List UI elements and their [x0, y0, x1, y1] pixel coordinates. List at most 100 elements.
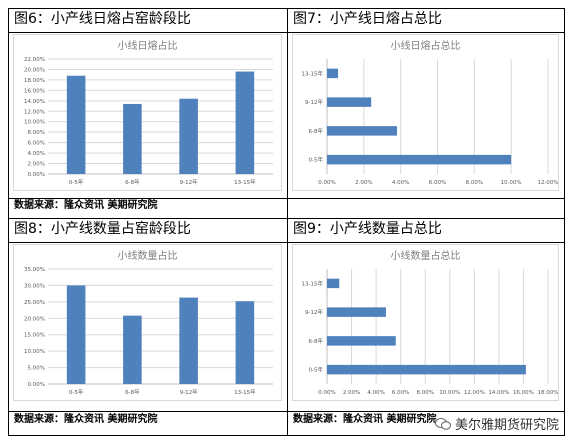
x-tick-label: 2.00%: [343, 390, 360, 396]
y-tick-label: 12.00%: [24, 109, 45, 115]
source-note: 数据来源：隆众资讯 美期研究院: [293, 414, 437, 425]
y-tick-label: 13-15年: [302, 69, 324, 77]
y-tick-label: 9-12年: [305, 98, 323, 106]
y-tick-label: 6-8年: [309, 337, 324, 345]
bar: [179, 98, 198, 174]
y-tick-label: 6-8年: [309, 127, 324, 135]
bar: [327, 68, 339, 79]
y-tick-label: 20.00%: [24, 316, 45, 322]
x-tick-label: 8.00%: [466, 180, 483, 186]
x-tick-label: 8.00%: [416, 390, 433, 396]
grid-line: [8, 8, 565, 9]
x-tick-label: 0.00%: [318, 390, 335, 396]
chart-title: 小线数量占比: [118, 249, 178, 262]
grid-line: [8, 435, 565, 436]
chart-frame: 小线日熔占比 0.00% 2.00% 4.00% 6.00% 8.00% 10.00% 12.…: [13, 34, 282, 191]
y-tick-label: 5.00%: [28, 366, 45, 372]
bar: [327, 126, 397, 136]
x-tick-label: 18.00%: [538, 390, 558, 396]
grid-line: [8, 198, 565, 199]
y-tick-label: 15.00%: [24, 333, 45, 339]
y-tick-label: 0-5年: [309, 156, 324, 164]
y-tick-label: 16.00%: [24, 88, 45, 94]
y-tick-label: 13-15年: [302, 279, 324, 287]
chart-frame: 小线数量占总比 0.00% 2.00% 4.00% 6.00% 8.00% 10.00% 12…: [292, 244, 559, 401]
watermark-text: 美尔雅期货研究院: [454, 418, 559, 433]
grid-line: [564, 8, 565, 436]
bar: [66, 75, 86, 174]
grid-line: [8, 32, 565, 33]
source-note: 数据来源：隆众资讯 美期研究院: [14, 200, 158, 211]
y-tick-label: 4.00%: [28, 151, 45, 157]
x-tick-label: 0.00%: [318, 180, 335, 186]
x-tick-label: 13-15年: [234, 388, 256, 396]
bar: [235, 71, 255, 174]
x-tick-label: 9-12年: [180, 388, 198, 396]
chart-title: 小线日熔占总比: [391, 39, 461, 52]
x-tick-label: 10.00%: [439, 390, 460, 396]
wechat-icon: [434, 417, 451, 430]
y-tick-label: 20.00%: [24, 67, 45, 73]
figure-grid: [8, 8, 565, 436]
bar: [66, 285, 86, 384]
chart-frame: 小线日熔占总比 0.00% 2.00% 4.00% 6.00% 8.00% 10.00% 12…: [292, 34, 559, 191]
figure-heading: 图6：小产线日熔占窑龄段比: [14, 11, 191, 27]
bar: [179, 297, 198, 384]
watermark: 美尔雅期货研究院: [434, 414, 559, 433]
y-tick-label: 18.00%: [24, 78, 45, 84]
x-tick-label: 6.00%: [392, 390, 409, 396]
grid-line: [287, 8, 288, 436]
x-tick-label: 13-15年: [234, 178, 256, 186]
bar: [327, 364, 526, 375]
y-tick-label: 0.00%: [28, 382, 45, 388]
bar: [327, 97, 372, 107]
x-tick-label: 16.00%: [513, 390, 534, 396]
x-tick-label: 10.00%: [501, 180, 522, 186]
figure-heading: 图9：小产线数量占总比: [293, 221, 442, 237]
grid-line: [8, 242, 565, 243]
bar: [327, 307, 386, 317]
x-tick-label: 9-12年: [180, 178, 198, 186]
y-tick-label: 10.00%: [24, 349, 45, 355]
grid-line: [8, 8, 9, 436]
y-tick-label: 35.00%: [24, 267, 45, 273]
x-tick-label: 0-5年: [69, 178, 84, 186]
y-tick-label: 8.00%: [28, 130, 45, 136]
y-tick-label: 25.00%: [24, 300, 45, 306]
grid-line: [8, 411, 565, 412]
x-tick-label: 4.00%: [392, 180, 409, 186]
y-tick-label: 9-12年: [305, 308, 323, 316]
x-tick-label: 4.00%: [367, 390, 384, 396]
bar: [327, 336, 396, 346]
y-tick-label: 0.00%: [28, 172, 45, 178]
x-tick-label: 14.00%: [488, 390, 509, 396]
x-tick-label: 6-8年: [125, 178, 140, 186]
source-note: 数据来源：隆众资讯 美期研究院: [14, 414, 158, 425]
chart-8: 小线数量占比 0.00% 5.00% 10.00% 15.00% 20.00% 25.00%…: [24, 249, 273, 396]
bar: [235, 301, 255, 384]
y-tick-label: 14.00%: [24, 99, 45, 105]
x-tick-label: 12.00%: [464, 390, 485, 396]
y-tick-label: 30.00%: [24, 283, 45, 289]
x-tick-label: 0-5年: [69, 388, 84, 396]
grid-line: [8, 218, 565, 219]
y-tick-label: 6.00%: [28, 141, 45, 147]
chart-6: 小线日熔占比 0.00% 2.00% 4.00% 6.00% 8.00% 10.00% 12.…: [24, 39, 273, 186]
chart-7: 小线日熔占总比 0.00% 2.00% 4.00% 6.00% 8.00% 10.00% 12…: [302, 39, 558, 186]
bar: [327, 278, 340, 289]
bar: [123, 315, 142, 384]
y-tick-label: 2.00%: [28, 162, 45, 168]
x-tick-label: 2.00%: [355, 180, 372, 186]
chart-title: 小线日熔占比: [118, 39, 178, 52]
y-tick-label: 10.00%: [24, 120, 45, 126]
bar: [123, 103, 142, 174]
figure-heading: 图7：小产线日熔占总比: [293, 11, 442, 27]
chart-frame: 小线数量占比 0.00% 5.00% 10.00% 15.00% 20.00% 25.00%…: [13, 244, 282, 401]
y-tick-label: 0-5年: [309, 366, 324, 374]
figure-heading: 图8：小产线数量占窑龄段比: [14, 221, 191, 237]
y-tick-label: 22.00%: [24, 57, 45, 63]
x-tick-label: 6.00%: [429, 180, 446, 186]
chart-9: 小线数量占总比 0.00% 2.00% 4.00% 6.00% 8.00% 10.00% 12…: [302, 249, 558, 396]
x-tick-label: 12.00%: [538, 180, 558, 186]
chart-title: 小线数量占总比: [391, 249, 461, 262]
